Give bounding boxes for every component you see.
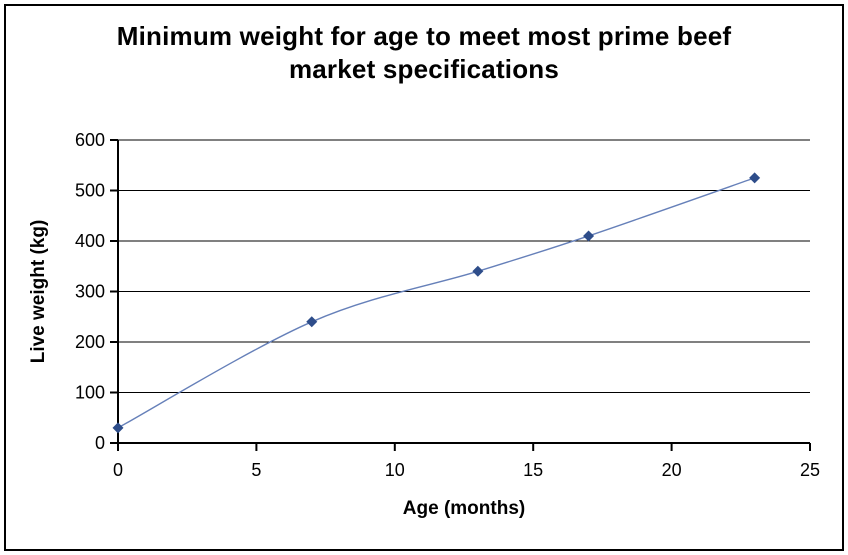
y-tick-label-100: 100 (75, 383, 105, 403)
y-tick-label-500: 500 (75, 181, 105, 201)
x-tick-label-5: 5 (251, 460, 261, 480)
y-axis-title: Live weight (kg) (28, 220, 49, 364)
y-tick-label-200: 200 (75, 332, 105, 352)
chart-title-line-1: Minimum weight for age to meet most prim… (116, 21, 732, 51)
data-point-marker-17-410 (583, 230, 595, 242)
data-point-marker-23-525 (749, 172, 761, 184)
x-tick-label-15: 15 (523, 460, 543, 480)
x-tick-label-20: 20 (662, 460, 682, 480)
x-tick-label-0: 0 (113, 460, 123, 480)
x-axis-title: Age (months) (403, 498, 525, 519)
x-tick-label-25: 25 (800, 460, 820, 480)
series-line (117, 177, 755, 429)
chart-title-line-2: market specifications (288, 54, 560, 84)
x-tick-label-10: 10 (385, 460, 405, 480)
y-tick-label-300: 300 (75, 282, 105, 302)
data-point-marker-0-30 (112, 422, 124, 434)
data-point-marker-13-340 (472, 265, 484, 277)
data-point-marker-7-240 (306, 316, 318, 328)
y-tick-label-600: 600 (75, 130, 105, 150)
chart-title: Minimum weight for age to meet most prim… (0, 20, 848, 86)
y-tick-label-400: 400 (75, 231, 105, 251)
y-tick-label-0: 0 (95, 433, 105, 453)
